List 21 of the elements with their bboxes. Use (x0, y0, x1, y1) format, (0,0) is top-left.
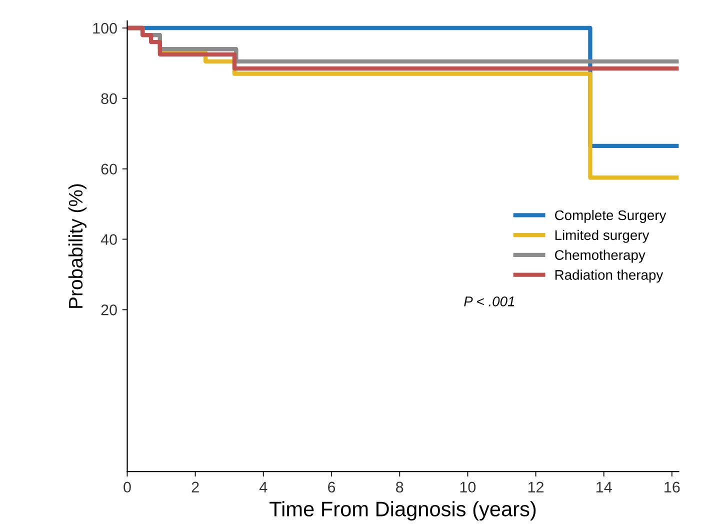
y-tick-label: 80 (101, 93, 117, 104)
x-tick-label: 12 (528, 482, 544, 492)
legend-label: Chemotherapy (555, 250, 646, 263)
x-tick-label: 4 (260, 482, 268, 492)
legend-label: Radiation therapy (555, 270, 664, 283)
x-tick-label: 6 (328, 482, 336, 493)
x-tick-label: 0 (124, 482, 131, 493)
legend-label: Limited surgery (555, 230, 650, 243)
legend-label: Complete Surgery (555, 210, 666, 223)
x-tick-label: 2 (192, 482, 199, 492)
y-tick-label: 40 (100, 234, 117, 245)
x-axis-title: Time From Diagnosis (years) (270, 501, 536, 521)
x-tick-label: 14 (596, 482, 612, 492)
y-axis-title: Probability (%) (68, 184, 86, 308)
x-tick-label: 8 (396, 482, 404, 493)
x-tick-label: 16 (664, 482, 680, 493)
annotation: P < .001 (464, 296, 514, 306)
y-tick-label: 60 (101, 164, 117, 175)
y-tick-label: 100 (93, 22, 117, 34)
x-tick-label: 10 (460, 482, 476, 493)
y-tick-label: 20 (101, 304, 117, 316)
